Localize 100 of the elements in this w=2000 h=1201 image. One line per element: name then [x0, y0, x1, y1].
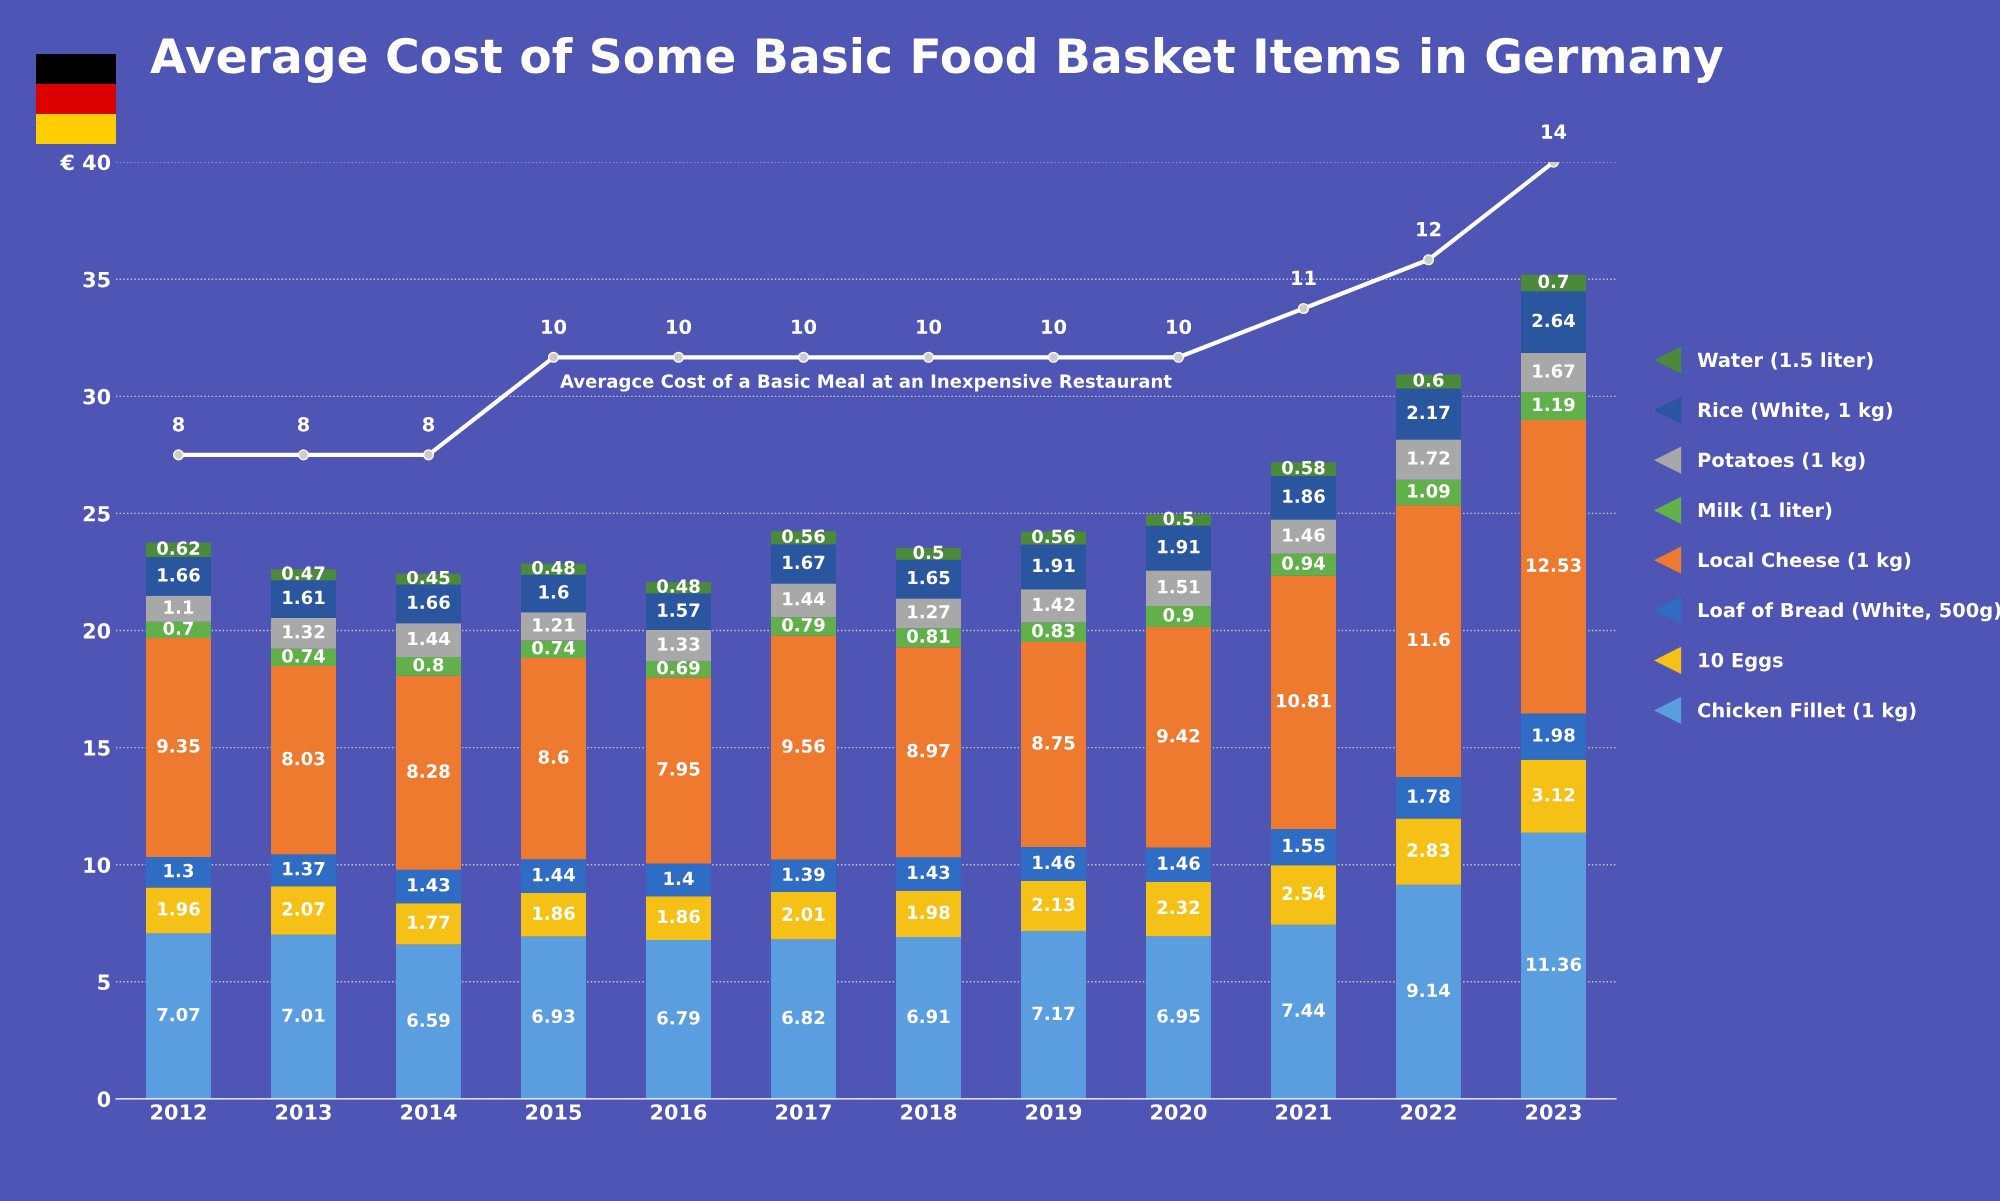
bar: [1271, 475, 1336, 520]
bar: [146, 856, 211, 888]
data-label: 11: [1292, 270, 1316, 286]
legend-label: Local Cheese (1 kg): [1698, 552, 1911, 572]
x-tick-label: 2019: [1026, 1104, 1082, 1120]
bar: [146, 638, 211, 857]
data-label: 2.54: [1282, 886, 1325, 901]
bar: [1146, 627, 1211, 848]
bar: [521, 612, 586, 641]
x-tick-label: 2015: [526, 1104, 582, 1120]
bar: [1021, 642, 1086, 847]
bar: [1521, 713, 1586, 760]
data-label: 0.8: [413, 657, 444, 672]
bar: [896, 647, 961, 858]
data-label: 0.5: [1163, 511, 1194, 526]
bar: [1271, 575, 1336, 829]
bar: [1396, 884, 1461, 1099]
data-label: 1.98: [908, 905, 950, 920]
series-label: Averagce Cost of a Basic Meal at an Inexpensive Restaurant: [560, 373, 1172, 392]
x-tick-label: 2021: [1276, 1104, 1332, 1120]
bar: [646, 896, 711, 940]
bar: [1521, 291, 1586, 353]
data-label: 2.17: [1407, 405, 1450, 419]
data-label: 1.33: [658, 637, 700, 651]
bar: [646, 677, 711, 864]
legend-label: Loaf of Bread (White, 500g): [1698, 602, 2000, 622]
bar: [146, 595, 211, 622]
data-label: 2.07: [282, 902, 325, 916]
data-label: 0.62: [157, 541, 200, 555]
y-tick-label: 0: [97, 1091, 111, 1108]
data-label: 0.45: [407, 570, 450, 585]
data-label: 0.56: [782, 529, 825, 544]
x-tick-label: 2017: [776, 1104, 831, 1120]
data-label: 9.42: [1157, 728, 1200, 743]
data-label: 0.47: [282, 566, 325, 580]
bar: [896, 937, 961, 1099]
data-label: 0.79: [782, 618, 825, 632]
data-label: 1.37: [283, 861, 325, 876]
legend-label: Chicken Fillet (1 kg): [1698, 702, 1916, 722]
data-label: 0.9: [1163, 608, 1194, 622]
data-label: 1.78: [1408, 789, 1450, 803]
data-label: 12: [1417, 221, 1441, 237]
bar: [646, 593, 711, 631]
y-tick-label: 30: [83, 388, 111, 405]
data-label: 6.79: [657, 1011, 700, 1025]
legend-label: Water (1.5 liter): [1697, 352, 1873, 370]
data-label: 1.98: [1533, 728, 1575, 742]
data-label: 1.66: [408, 595, 450, 610]
data-label: 0.74: [532, 640, 575, 655]
bar: [1521, 832, 1586, 1099]
bar: [521, 893, 586, 937]
data-label: 8: [297, 416, 310, 432]
data-label: 1.43: [908, 865, 950, 880]
bar: [146, 556, 211, 596]
bar: [1521, 353, 1586, 393]
data-label: 1.67: [1533, 364, 1575, 378]
data-label: 8.75: [1032, 736, 1075, 750]
data-label: 8.03: [282, 751, 325, 766]
data-label: 6.82: [782, 1010, 825, 1025]
point: [172, 449, 185, 461]
bar: [771, 544, 836, 584]
bar: [1021, 881, 1086, 931]
data-label: 0.6: [1413, 373, 1444, 387]
bar: [1146, 881, 1211, 937]
point: [672, 351, 685, 363]
data-label: 1.42: [1033, 597, 1075, 611]
point: [1297, 302, 1310, 315]
bar: [771, 635, 836, 860]
bar: [521, 657, 586, 860]
data-label: 1.55: [1283, 838, 1325, 853]
data-label: 1.46: [1283, 528, 1325, 542]
data-label: 9.14: [1407, 983, 1450, 998]
data-label: 1.43: [408, 877, 450, 892]
data-label: 1.46: [1033, 855, 1075, 870]
bar: [396, 903, 461, 945]
data-label: 1.19: [1533, 397, 1575, 412]
legend-label: Potatoes (1 kg): [1698, 452, 1865, 472]
data-label: 8.6: [538, 750, 569, 764]
bar: [1021, 589, 1086, 623]
data-label: 3.12: [1532, 787, 1575, 802]
point: [1047, 351, 1060, 363]
y-tick-label: 35: [83, 271, 110, 288]
data-label: 1.09: [1408, 484, 1450, 498]
data-label: 11.6: [1408, 632, 1450, 647]
data-label: 1.4: [664, 871, 694, 885]
data-label: 1.77: [408, 915, 450, 929]
data-label: 1.91: [1033, 558, 1075, 573]
bar: [521, 574, 586, 613]
bar: [896, 857, 961, 891]
bar: [146, 933, 211, 1099]
data-label: 8.97: [907, 743, 950, 758]
bar: [1146, 525, 1211, 571]
data-label: 0.83: [1032, 623, 1075, 638]
y-tick-label: € 40: [60, 154, 111, 171]
data-label: 0.7: [163, 621, 194, 636]
data-label: 0.81: [907, 629, 950, 643]
x-tick-label: 2013: [276, 1104, 331, 1120]
point: [422, 449, 435, 461]
point: [547, 351, 560, 363]
x-tick-label: 2023: [1526, 1104, 1581, 1120]
